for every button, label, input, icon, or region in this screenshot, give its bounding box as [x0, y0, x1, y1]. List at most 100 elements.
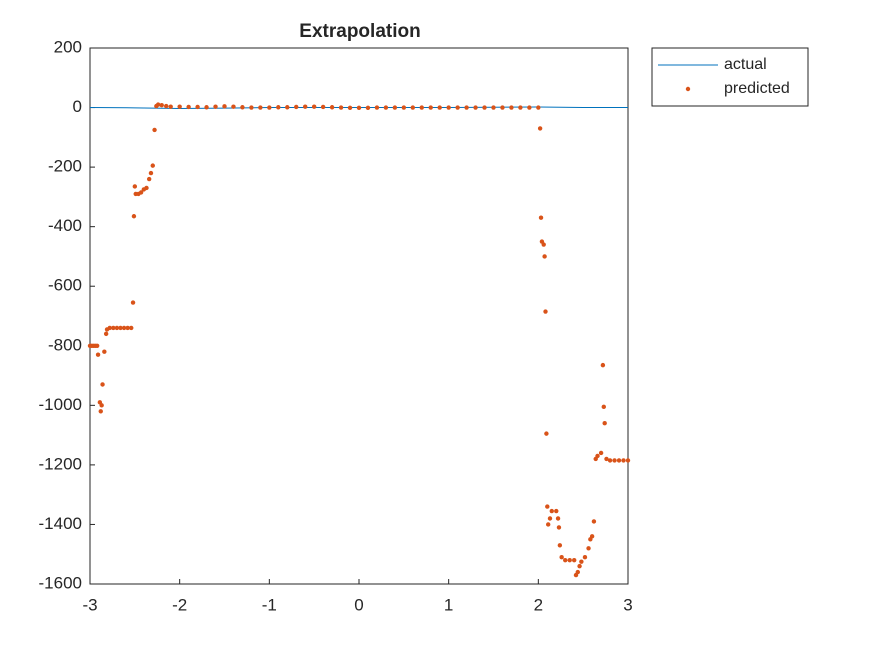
predicted-point	[121, 325, 127, 331]
predicted-point	[591, 519, 597, 524]
predicted-point	[155, 102, 161, 107]
predicted-point	[547, 516, 553, 521]
predicted-point	[500, 105, 505, 110]
predicted-point	[320, 104, 326, 110]
predicted-point	[114, 325, 120, 331]
predicted-point	[563, 557, 568, 563]
predicted-point	[356, 105, 362, 111]
predicted-point	[586, 546, 591, 551]
predicted-point	[473, 105, 478, 110]
legend-marker	[685, 86, 691, 92]
predicted-point	[213, 104, 218, 109]
predicted-point	[148, 170, 154, 176]
predicted-point	[582, 555, 588, 560]
predicted-point	[601, 404, 606, 410]
predicted-point	[455, 105, 460, 110]
predicted-point	[545, 504, 550, 509]
predicted-point	[527, 105, 532, 110]
predicted-point	[125, 325, 130, 331]
predicted-point	[177, 104, 182, 109]
predicted-point	[567, 557, 572, 563]
predicted-point	[446, 105, 451, 110]
predicted-point	[168, 104, 173, 109]
predicted-point	[557, 543, 563, 548]
x-tick-label: -2	[172, 595, 187, 614]
predicted-point	[600, 362, 606, 368]
legend-label: predicted	[724, 80, 790, 97]
predicted-point	[595, 453, 600, 459]
predicted-point	[482, 105, 487, 110]
predicted-point	[240, 105, 245, 110]
y-tick-label: -800	[48, 335, 82, 354]
predicted-point	[102, 349, 107, 354]
predicted-point	[146, 176, 152, 182]
predicted-point	[303, 104, 308, 109]
predicted-point	[329, 105, 335, 110]
predicted-point	[554, 508, 559, 514]
y-tick-label: -600	[48, 276, 82, 295]
predicted-point	[491, 105, 496, 110]
predicted-point	[294, 104, 299, 110]
predicted-point	[159, 102, 164, 108]
predicted-point	[99, 403, 104, 408]
predicted-point	[616, 458, 622, 463]
plot-area	[89, 47, 629, 585]
predicted-point	[541, 242, 546, 247]
predicted-point	[267, 105, 272, 110]
predicted-point	[464, 105, 469, 110]
predicted-point	[518, 105, 523, 110]
predicted-point	[625, 458, 631, 463]
predicted-point	[572, 557, 577, 563]
predicted-point	[347, 105, 353, 111]
x-tick-label: 3	[623, 595, 632, 614]
x-tick-label: -3	[82, 595, 97, 614]
y-tick-label: 0	[73, 97, 82, 116]
predicted-point	[577, 563, 582, 569]
predicted-point	[544, 431, 549, 436]
predicted-point	[132, 184, 138, 189]
y-tick-label: 200	[54, 37, 82, 56]
predicted-point	[131, 214, 137, 219]
predicted-point	[204, 105, 209, 110]
predicted-point	[94, 343, 100, 348]
predicted-point	[100, 382, 105, 387]
predicted-point	[107, 325, 112, 331]
y-tick-label: -400	[48, 216, 82, 235]
predicted-point	[602, 421, 607, 426]
predicted-point	[543, 309, 548, 314]
predicted-point	[555, 516, 561, 521]
predicted-point	[538, 215, 544, 220]
chart-title: Extrapolation	[299, 21, 420, 42]
predicted-point	[186, 104, 191, 110]
predicted-point	[144, 185, 149, 191]
predicted-point	[152, 127, 157, 133]
predicted-point	[103, 331, 109, 337]
predicted-point	[392, 105, 398, 110]
predicted-point	[311, 104, 317, 109]
predicted-point	[129, 325, 134, 331]
predicted-point	[542, 254, 547, 259]
predicted-point	[579, 559, 584, 564]
predicted-point	[150, 163, 155, 168]
predicted-point	[598, 450, 604, 456]
x-tick-label: 1	[444, 595, 453, 614]
predicted-point	[276, 105, 281, 110]
predicted-point	[589, 534, 595, 539]
predicted-point	[419, 105, 424, 110]
predicted-point	[509, 105, 514, 110]
predicted-point	[536, 105, 541, 110]
predicted-point	[604, 456, 609, 462]
predicted-point	[222, 104, 227, 109]
predicted-point	[258, 105, 263, 110]
predicted-point	[437, 105, 442, 110]
y-tick-label: -1400	[39, 514, 82, 533]
predicted-point	[195, 104, 200, 110]
legend-box	[651, 47, 809, 107]
predicted-point	[549, 508, 554, 514]
y-tick-label: -1000	[39, 395, 82, 414]
predicted-point	[401, 105, 407, 110]
predicted-point	[545, 522, 551, 527]
predicted-point	[428, 105, 433, 110]
